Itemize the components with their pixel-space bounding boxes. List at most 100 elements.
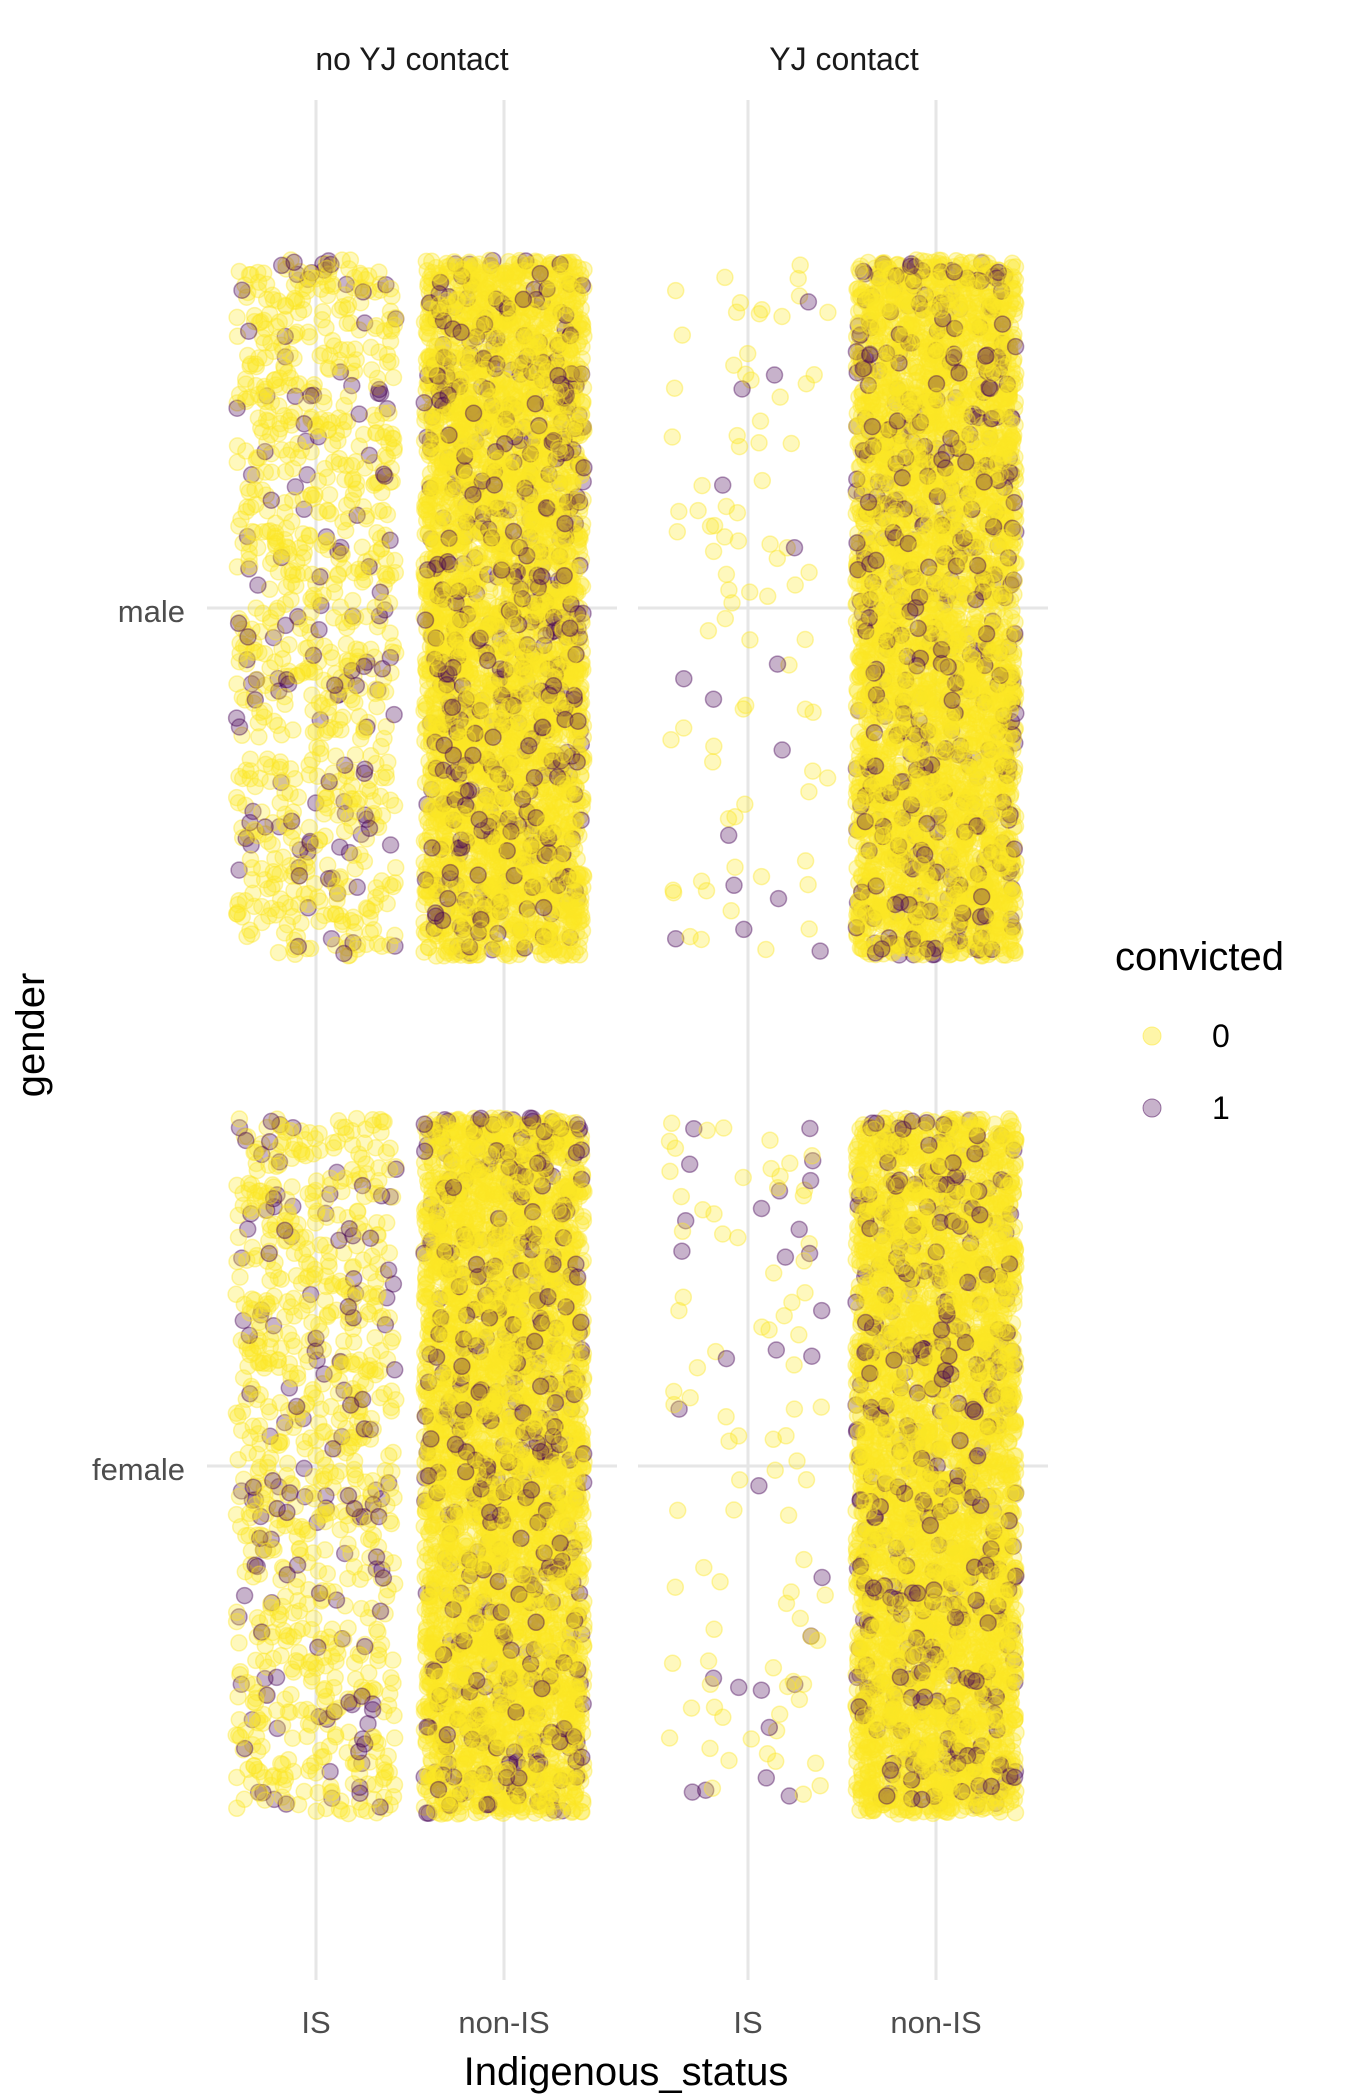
data-point-convicted-0 xyxy=(272,1646,290,1665)
data-point-convicted-0 xyxy=(476,1726,494,1745)
data-point-convicted-0 xyxy=(518,299,536,317)
data-point-convicted-0 xyxy=(905,1740,923,1759)
data-point-convicted-0 xyxy=(879,1255,898,1274)
data-point-convicted-0 xyxy=(911,1238,930,1257)
data-point-convicted-0 xyxy=(375,729,393,748)
data-point-convicted-0 xyxy=(284,1418,303,1437)
data-point-convicted-0 xyxy=(911,1444,930,1462)
data-point-convicted-0 xyxy=(1006,1356,1024,1374)
data-point-convicted-0 xyxy=(350,790,369,808)
data-point-convicted-1 xyxy=(767,1341,786,1359)
data-point-convicted-0 xyxy=(310,912,328,931)
data-point-convicted-1 xyxy=(729,1678,748,1697)
data-point-convicted-1 xyxy=(713,476,732,494)
data-points xyxy=(227,251,1025,1823)
data-point-convicted-0 xyxy=(423,1640,442,1659)
data-point-convicted-0 xyxy=(819,303,837,322)
data-point-convicted-1 xyxy=(235,1586,254,1605)
data-point-convicted-0 xyxy=(663,428,682,446)
data-point-convicted-0 xyxy=(729,1228,747,1247)
data-point-convicted-0 xyxy=(717,1408,735,1426)
data-point-convicted-0 xyxy=(489,1164,508,1183)
data-point-convicted-0 xyxy=(917,416,936,435)
data-point-convicted-0 xyxy=(230,1634,248,1652)
data-point-convicted-0 xyxy=(564,1424,583,1443)
data-point-convicted-0 xyxy=(1006,893,1025,912)
data-point-convicted-0 xyxy=(229,1688,247,1706)
data-point-convicted-0 xyxy=(343,1122,361,1140)
data-point-convicted-0 xyxy=(734,1168,752,1187)
data-point-convicted-0 xyxy=(976,1583,995,1602)
data-point-convicted-0 xyxy=(230,1110,249,1128)
data-point-convicted-0 xyxy=(699,622,718,640)
data-point-convicted-0 xyxy=(461,1775,479,1794)
data-point-convicted-0 xyxy=(422,1717,441,1736)
data-point-convicted-0 xyxy=(738,344,757,363)
data-point-convicted-0 xyxy=(663,1654,682,1673)
data-point-convicted-1 xyxy=(813,1568,831,1587)
data-point-convicted-0 xyxy=(719,810,738,828)
data-point-convicted-0 xyxy=(375,1768,394,1787)
data-point-convicted-0 xyxy=(752,867,771,886)
data-point-convicted-0 xyxy=(504,1676,523,1695)
data-point-convicted-0 xyxy=(229,1228,248,1247)
data-point-convicted-0 xyxy=(929,411,947,429)
data-point-convicted-0 xyxy=(730,1471,749,1489)
data-point-convicted-0 xyxy=(668,523,687,541)
data-point-convicted-0 xyxy=(875,1619,893,1638)
data-point-convicted-0 xyxy=(895,846,914,865)
data-point-convicted-0 xyxy=(473,1482,491,1501)
data-point-convicted-1 xyxy=(913,505,931,524)
data-point-convicted-0 xyxy=(751,412,770,430)
data-point-convicted-1 xyxy=(673,1242,691,1260)
data-point-convicted-0 xyxy=(965,283,984,301)
data-point-convicted-0 xyxy=(796,630,814,649)
data-point-convicted-0 xyxy=(862,1316,881,1334)
data-point-convicted-0 xyxy=(483,1356,502,1374)
data-point-convicted-0 xyxy=(540,654,559,673)
data-point-convicted-0 xyxy=(806,1754,825,1773)
data-point-convicted-1 xyxy=(373,1560,391,1579)
data-point-convicted-0 xyxy=(958,1539,977,1557)
data-point-convicted-0 xyxy=(382,1668,400,1687)
data-point-convicted-0 xyxy=(481,838,500,856)
data-point-convicted-0 xyxy=(940,704,959,723)
data-point-convicted-0 xyxy=(519,323,537,342)
data-point-convicted-1 xyxy=(988,570,1006,589)
data-point-convicted-0 xyxy=(490,1187,509,1205)
data-point-convicted-0 xyxy=(942,498,961,517)
data-point-convicted-0 xyxy=(310,593,328,611)
data-point-convicted-1 xyxy=(941,291,960,310)
data-point-convicted-0 xyxy=(673,326,692,344)
gridlines xyxy=(207,100,1048,1980)
data-point-convicted-0 xyxy=(928,463,946,481)
data-point-convicted-0 xyxy=(524,299,542,318)
data-point-convicted-0 xyxy=(455,1771,473,1789)
data-point-convicted-0 xyxy=(665,379,684,397)
data-point-convicted-0 xyxy=(295,1432,313,1451)
data-point-convicted-0 xyxy=(455,1127,473,1145)
data-point-convicted-0 xyxy=(504,644,523,663)
data-point-convicted-0 xyxy=(889,1489,907,1507)
data-point-convicted-0 xyxy=(699,1652,718,1670)
data-point-convicted-0 xyxy=(779,1506,798,1524)
data-point-convicted-0 xyxy=(741,631,759,649)
data-point-convicted-0 xyxy=(786,576,804,594)
data-point-convicted-1 xyxy=(812,1301,831,1320)
data-point-convicted-0 xyxy=(955,1708,974,1727)
data-point-convicted-0 xyxy=(460,1446,478,1465)
data-point-convicted-0 xyxy=(548,588,567,606)
data-point-convicted-0 xyxy=(441,678,459,697)
data-point-convicted-1 xyxy=(752,1681,771,1699)
data-point-convicted-0 xyxy=(717,497,736,516)
data-point-convicted-0 xyxy=(941,1431,959,1450)
data-point-convicted-0 xyxy=(473,1762,491,1781)
data-point-convicted-0 xyxy=(542,1798,561,1816)
data-point-convicted-0 xyxy=(914,874,932,892)
data-point-convicted-0 xyxy=(422,509,440,528)
data-point-convicted-0 xyxy=(518,1329,536,1347)
data-point-convicted-0 xyxy=(433,465,451,483)
data-point-convicted-0 xyxy=(773,307,791,326)
data-point-convicted-0 xyxy=(562,1268,580,1286)
